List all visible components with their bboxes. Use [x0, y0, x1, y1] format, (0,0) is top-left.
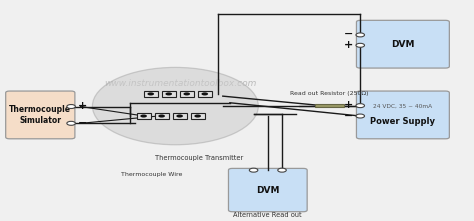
Text: DVM: DVM: [391, 40, 415, 49]
Text: Thermocouple Wire: Thermocouple Wire: [121, 172, 182, 177]
Text: Read out Resistor (250Ω): Read out Resistor (250Ω): [290, 91, 369, 96]
Bar: [162, 91, 176, 97]
FancyBboxPatch shape: [228, 168, 307, 212]
Circle shape: [140, 114, 147, 118]
Circle shape: [356, 114, 365, 118]
Text: Thermocouple
Simulator: Thermocouple Simulator: [9, 105, 71, 125]
Bar: [191, 113, 205, 119]
FancyBboxPatch shape: [356, 20, 449, 68]
Bar: [144, 91, 158, 97]
FancyBboxPatch shape: [6, 91, 75, 139]
Bar: [137, 113, 151, 119]
Circle shape: [278, 168, 286, 172]
Text: +: +: [344, 40, 353, 50]
Bar: [198, 91, 212, 97]
Circle shape: [194, 114, 201, 118]
Bar: [173, 113, 187, 119]
Text: Alternative Read out: Alternative Read out: [234, 212, 302, 218]
Text: −: −: [344, 29, 353, 39]
Circle shape: [176, 114, 183, 118]
Text: Power Supply: Power Supply: [370, 117, 436, 126]
Text: www.instrumentationtoolbox.com: www.instrumentationtoolbox.com: [104, 80, 256, 88]
Text: Thermocouple Transmitter: Thermocouple Transmitter: [155, 155, 243, 161]
Text: −: −: [78, 118, 88, 128]
Circle shape: [249, 168, 258, 172]
Circle shape: [201, 92, 208, 95]
Text: DVM: DVM: [256, 186, 280, 194]
Bar: [155, 113, 169, 119]
Circle shape: [147, 92, 154, 95]
Text: 24 VDC, 35 ~ 40mA: 24 VDC, 35 ~ 40mA: [374, 104, 432, 109]
Circle shape: [92, 67, 258, 145]
Text: −: −: [344, 111, 353, 121]
Circle shape: [356, 33, 365, 37]
Bar: [180, 91, 194, 97]
Circle shape: [183, 92, 190, 95]
Circle shape: [165, 92, 172, 95]
Circle shape: [356, 104, 365, 108]
Circle shape: [356, 43, 365, 47]
Text: +: +: [78, 101, 88, 111]
Circle shape: [67, 105, 75, 109]
Bar: [315, 104, 344, 107]
Circle shape: [67, 121, 75, 125]
Circle shape: [158, 114, 165, 118]
FancyBboxPatch shape: [356, 91, 449, 139]
Text: +: +: [344, 100, 353, 110]
